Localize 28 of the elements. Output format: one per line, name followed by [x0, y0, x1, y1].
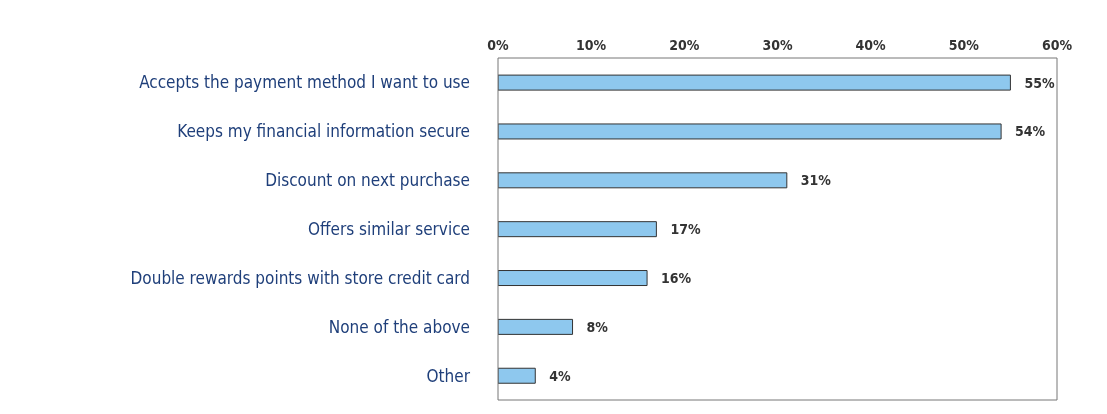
bar	[498, 318, 574, 335]
data-label: 17%	[670, 221, 701, 238]
data-label: 16%	[661, 270, 692, 286]
y-tick-label: Double rewards points with store credit card	[130, 267, 470, 288]
data-label: 4%	[549, 367, 572, 384]
y-tick-label: Keeps my financial information secure	[177, 121, 470, 142]
x-tick-label: 10%	[576, 37, 607, 53]
y-tick-label: None of the above	[328, 316, 470, 337]
x-tick-label: 40%	[855, 37, 887, 53]
x-tick-label: 0%	[487, 37, 510, 53]
data-label: 54%	[1015, 123, 1046, 140]
bar	[498, 74, 1011, 91]
bar	[498, 367, 536, 384]
y-tick-label: Offers similar service	[307, 219, 470, 240]
x-tick-label: 50%	[948, 37, 980, 53]
y-tick-label: Accepts the payment method I want to use	[139, 72, 470, 93]
bar	[498, 123, 1002, 140]
x-tick-label: 30%	[762, 37, 793, 53]
y-tick-label: Discount on next purchase	[265, 170, 470, 191]
data-label: 8%	[586, 318, 609, 335]
data-label: 31%	[800, 172, 832, 189]
data-label: 55%	[1024, 74, 1055, 91]
x-tick-label: 60%	[1041, 37, 1073, 53]
y-tick-label: Other	[426, 365, 471, 386]
x-tick-label: 20%	[669, 37, 700, 53]
bar	[498, 172, 788, 189]
bar	[498, 270, 648, 287]
bar	[498, 221, 657, 238]
